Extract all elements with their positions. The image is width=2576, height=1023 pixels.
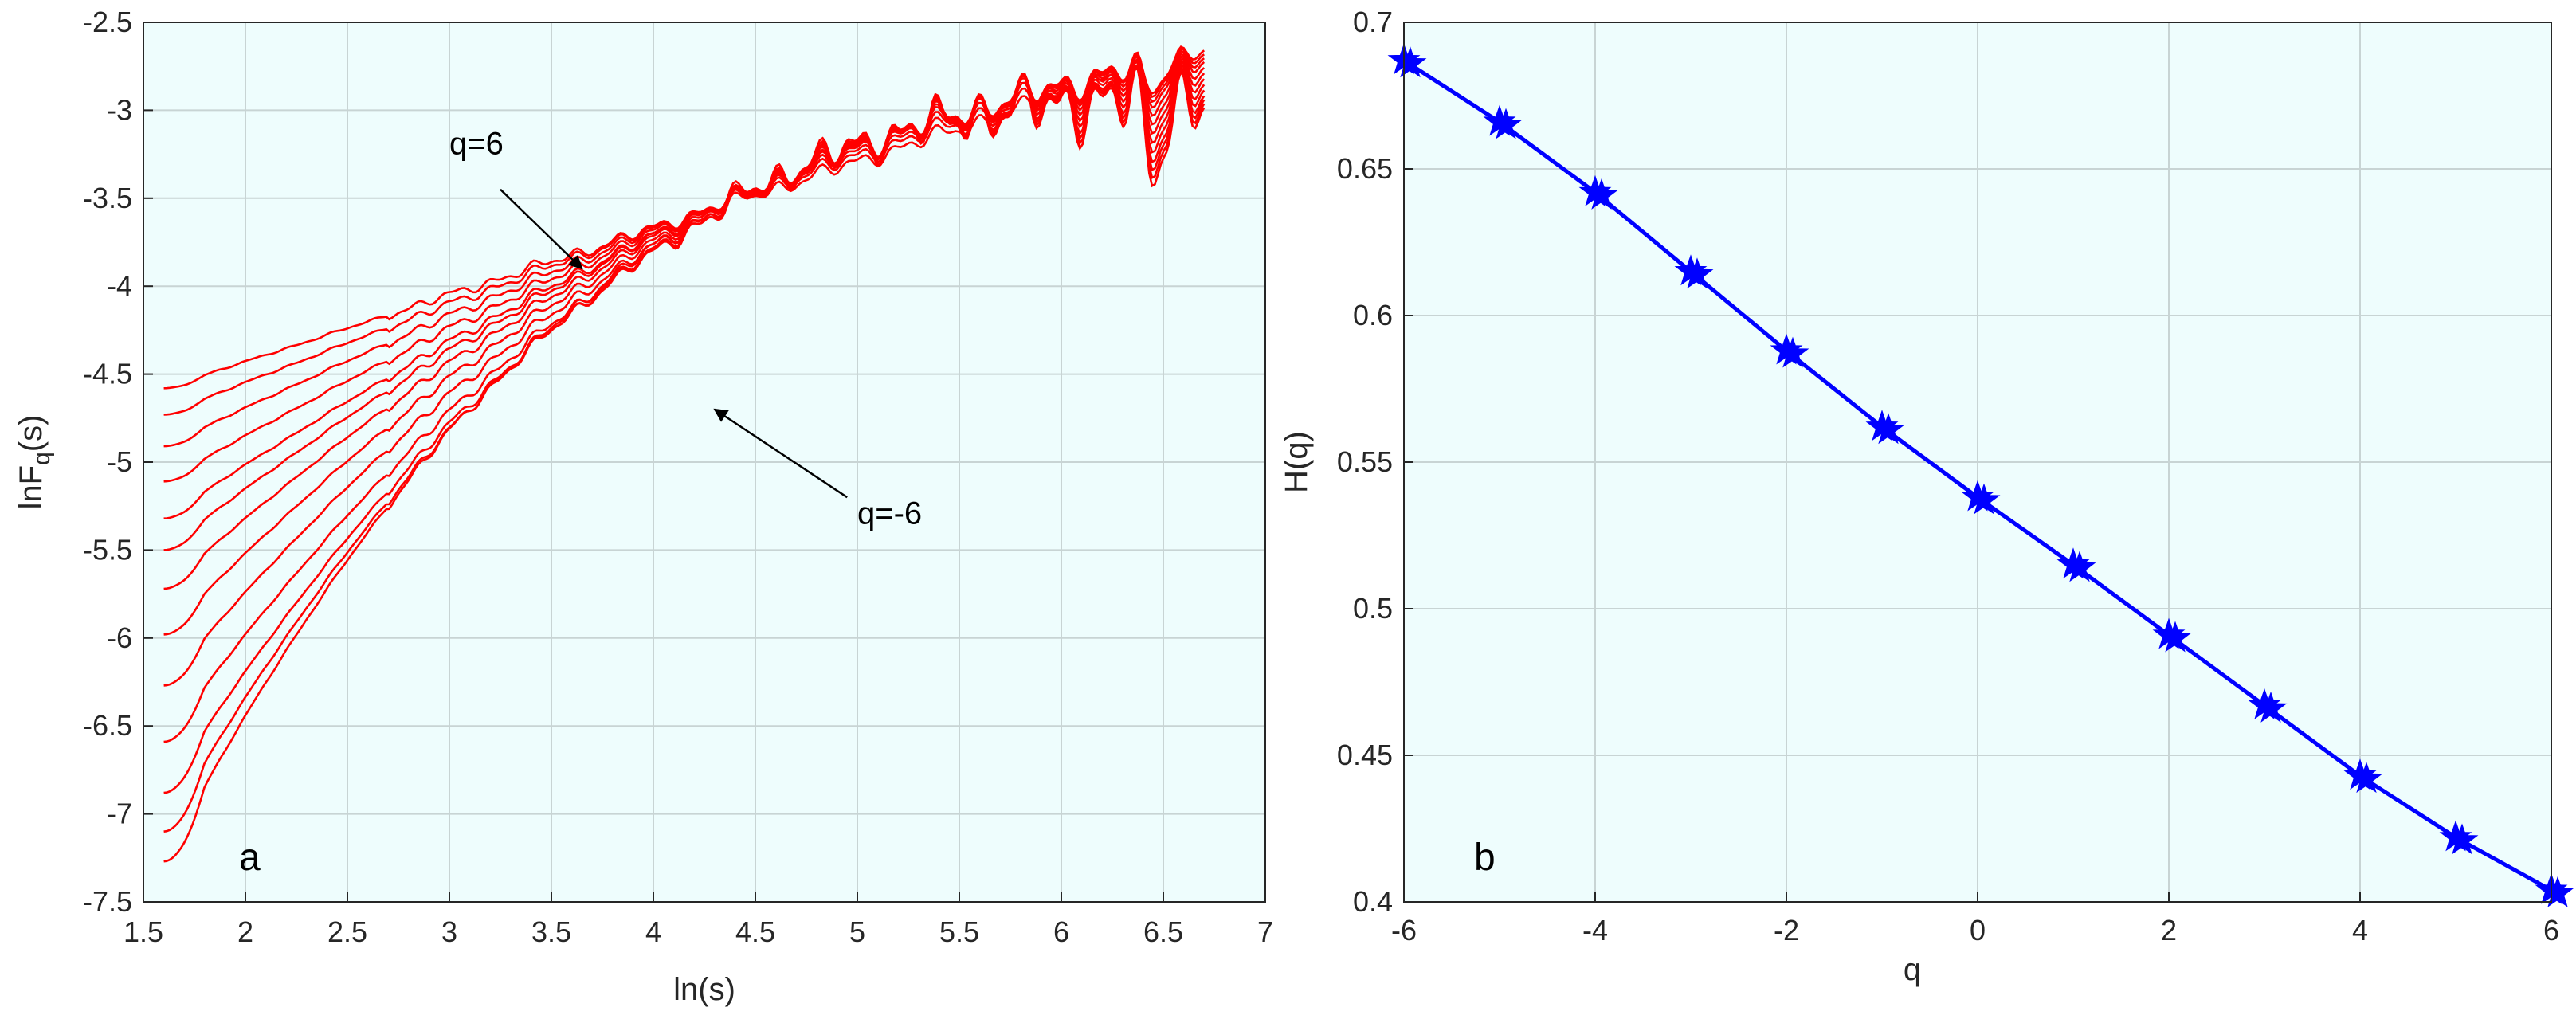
x-tick-label: 4: [645, 915, 661, 948]
x-tick-label: 7: [1257, 915, 1273, 948]
chart-panel-b: -6 -4 -2 0 2 4 6 0.4 0.45 0.5 0.55 0.6 0.65 0.7 q H(…: [1279, 6, 2574, 987]
panel-label-b: b: [1474, 837, 1496, 879]
x-tick-label: 0: [1970, 914, 1986, 947]
x-axis-label-b: q: [1904, 952, 1921, 987]
data-point-star: [1489, 108, 1523, 139]
y-tick-label: -6.5: [83, 709, 132, 742]
x-tick-label: -2: [1774, 914, 1799, 947]
y-ticks-a: -7.5 -7 -6.5 -6 -5.5 -5 -4.5 -4 -3.5 -3 -2.5: [83, 6, 153, 918]
y-tick-label: 0.45: [1337, 739, 1393, 771]
data-point-star: [1967, 483, 2001, 515]
y-axis-label-b: H(q): [1279, 431, 1314, 493]
series-group-b: [1387, 43, 2574, 907]
y-tick-label: -6: [107, 621, 132, 654]
y-tick-label: 0.6: [1353, 299, 1393, 331]
y-tick-label: -3: [107, 93, 132, 126]
x-tick-label: 1.5: [124, 915, 163, 948]
y-tick-label: -3.5: [83, 182, 132, 214]
y-tick-label: -7.5: [83, 885, 132, 918]
series-group-a: [163, 45, 1206, 863]
y-axis-label-a: lnFq(s): [14, 415, 55, 510]
x-axis-label-a: ln(s): [673, 972, 735, 1007]
annotation-arrow: [500, 188, 583, 270]
y-axis-label-main: lnF: [14, 465, 49, 510]
annotation-arrow: [713, 408, 848, 499]
data-point-star: [1585, 178, 1618, 210]
y-tick-label: 0.5: [1353, 592, 1393, 625]
y-tick-label: -2.5: [83, 6, 132, 38]
x-tick-label: 2: [237, 915, 253, 948]
y-ticks-b: 0.4 0.45 0.5 0.55 0.6 0.65 0.7: [1337, 6, 1413, 918]
y-tick-label: 0.55: [1337, 445, 1393, 478]
x-tick-label: 2: [2161, 914, 2177, 947]
x-tick-label: 4.5: [735, 915, 775, 948]
y-tick-label: 0.7: [1353, 6, 1393, 38]
x-ticks-a: 1.5 2 2.5 3 3.5 4 4.5 5 5.5 6 6.5 7: [124, 892, 1273, 948]
x-tick-label: 5.5: [939, 915, 979, 948]
data-point-star: [2350, 762, 2383, 794]
y-tick-label: 0.4: [1353, 885, 1393, 918]
series-line: [163, 67, 1206, 863]
grid-a: [143, 22, 1266, 903]
data-point-star: [2541, 876, 2574, 907]
x-tick-label: 6: [2543, 914, 2559, 947]
data-point-star: [1872, 413, 1905, 445]
x-tick-label: 6.5: [1143, 915, 1183, 948]
annotation-label: q=6: [449, 127, 504, 162]
chart-panel-a: 1.5 2 2.5 3 3.5 4 4.5 5 5.5 6 6.5 7 -7.5 -7 -6.5 -6 -5.…: [14, 6, 1273, 1007]
x-tick-label: 3: [441, 915, 457, 948]
y-tick-label: -4: [107, 269, 132, 302]
data-point-star: [1394, 46, 1427, 78]
x-tick-label: 6: [1053, 915, 1069, 948]
data-point-star: [1776, 336, 1809, 368]
data-point-star: [2254, 691, 2288, 723]
x-tick-label: 2.5: [327, 915, 367, 948]
y-axis-label-suffix: (s): [14, 415, 49, 453]
data-point-star: [2063, 551, 2096, 582]
y-tick-label: -7: [107, 798, 132, 830]
x-tick-label: -6: [1391, 914, 1417, 947]
data-point-star: [1680, 257, 1714, 289]
y-tick-label: -5: [107, 445, 132, 478]
data-point-star: [2445, 823, 2479, 855]
x-ticks-b: -6 -4 -2 0 2 4 6: [1391, 892, 2559, 947]
x-tick-label: -4: [1582, 914, 1608, 947]
y-axis-label-subscript: q: [29, 452, 55, 465]
y-tick-label: 0.65: [1337, 152, 1393, 185]
x-tick-label: 4: [2352, 914, 2368, 947]
y-tick-label: -4.5: [83, 358, 132, 390]
annotation-label: q=-6: [857, 496, 922, 531]
x-tick-label: 3.5: [531, 915, 571, 948]
y-tick-label: -5.5: [83, 533, 132, 566]
panel-label-a: a: [239, 837, 261, 879]
x-tick-label: 5: [849, 915, 865, 948]
annotations-a: q=6 q=-6: [449, 127, 922, 531]
data-point-star: [2158, 621, 2192, 653]
